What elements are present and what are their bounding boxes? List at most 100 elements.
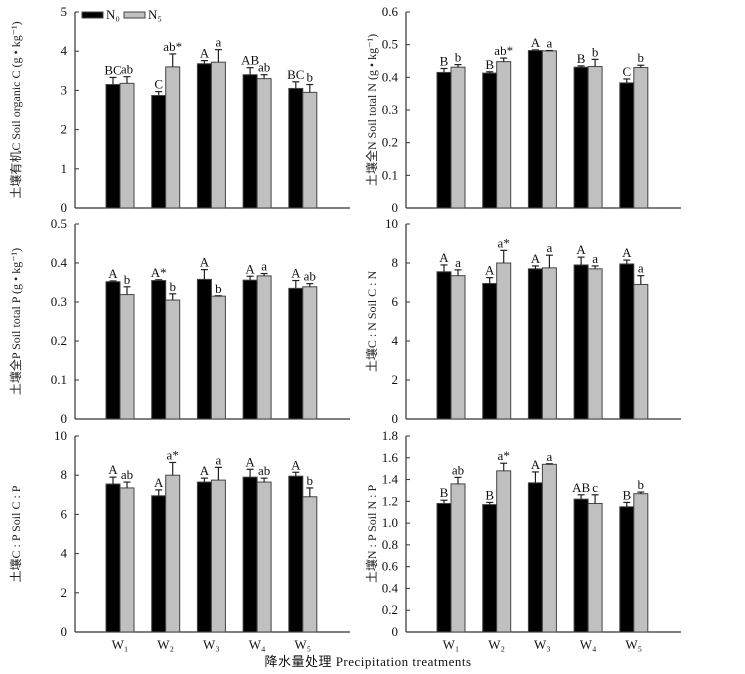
- bar-n0: [619, 263, 635, 420]
- y-tick-label: 0.1: [382, 167, 398, 182]
- significance-label: B: [577, 51, 586, 66]
- y-tick-label: 0: [61, 624, 68, 639]
- bar-n5: [210, 479, 226, 633]
- bar-n5: [541, 50, 557, 209]
- y-axis-label: 土壤C : P Soil C : P: [8, 485, 23, 582]
- y-tick-label: 1: [61, 161, 68, 176]
- y-tick-label: 0.6: [382, 4, 399, 19]
- y-tick-label: 4: [392, 333, 399, 348]
- significance-label: B: [485, 487, 494, 502]
- bar-n5: [165, 474, 181, 633]
- bar-n0: [105, 483, 121, 633]
- y-tick-label: 0.5: [382, 37, 398, 52]
- significance-label: a*: [167, 447, 179, 462]
- x-tick-label: W₅: [294, 637, 311, 652]
- bar-n5: [633, 493, 649, 633]
- y-tick-label: 0: [392, 624, 399, 639]
- bar-n0: [288, 87, 304, 209]
- bar-n5: [496, 262, 512, 420]
- significance-label: ab*: [163, 39, 182, 54]
- y-tick-label: 0.4: [51, 255, 68, 270]
- y-tick-label: 0.5: [51, 216, 67, 231]
- bar-n5: [302, 496, 318, 633]
- y-tick-label: 0.6: [382, 559, 399, 574]
- y-tick-label: 0.8: [382, 537, 398, 552]
- significance-label: b: [638, 50, 645, 65]
- y-axis-label: 土壤有机C Soil organic C (g • kg⁻¹): [8, 21, 23, 198]
- bar-n0: [573, 498, 589, 633]
- y-tick-label: 5: [61, 4, 68, 19]
- y-axis-label: 土壤全N Soil total N (g • kg⁻¹): [364, 34, 379, 186]
- bar-n5: [496, 470, 512, 633]
- y-tick-label: 0.2: [51, 333, 67, 348]
- significance-label: A: [576, 242, 586, 257]
- y-tick-label: 0: [392, 411, 399, 426]
- x-tick-label: W₂: [157, 637, 174, 652]
- bar-n5: [165, 66, 181, 209]
- significance-label: AB: [572, 480, 590, 495]
- bar-n0: [196, 63, 212, 209]
- y-axis-label: 土壤全P Soil total P (g • kg⁻¹): [8, 248, 23, 395]
- significance-label: b: [124, 272, 131, 287]
- significance-label: A: [439, 250, 449, 265]
- bar-n5: [256, 481, 272, 633]
- bar-n0: [527, 50, 543, 209]
- bar-n0: [151, 280, 167, 420]
- bar-n0: [573, 66, 589, 209]
- bar-n5: [450, 66, 466, 209]
- significance-label: A: [531, 35, 541, 50]
- x-tick-label: W₁: [443, 637, 460, 652]
- bar-n5: [633, 67, 649, 209]
- y-tick-label: 0.4: [382, 580, 399, 595]
- significance-label: a: [261, 259, 267, 274]
- bar-n5: [541, 267, 557, 420]
- bar-n0: [288, 475, 304, 633]
- significance-label: A: [108, 462, 118, 477]
- bar-n0: [151, 495, 167, 633]
- significance-label: b: [307, 473, 314, 488]
- significance-label: ab: [121, 62, 133, 77]
- x-tick-label: W₃: [203, 637, 220, 652]
- significance-label: ab: [121, 467, 133, 482]
- x-tick-label: W₁: [112, 637, 129, 652]
- y-tick-label: 10: [54, 428, 67, 443]
- significance-label: b: [215, 281, 222, 296]
- significance-label: C: [154, 77, 163, 92]
- bar-n0: [619, 506, 635, 633]
- x-axis-title: 降水量处理 Precipitation treatments: [264, 654, 471, 669]
- legend-swatch: [81, 11, 104, 19]
- significance-label: A: [531, 251, 541, 266]
- significance-label: B: [440, 485, 449, 500]
- bar-n5: [496, 61, 512, 209]
- bar-n0: [482, 282, 498, 420]
- legend-label: N₀: [106, 7, 120, 22]
- y-tick-label: 2: [61, 122, 68, 137]
- bar-n5: [587, 66, 603, 209]
- bar-n0: [482, 72, 498, 209]
- significance-label: C: [622, 64, 631, 79]
- y-tick-label: 6: [61, 506, 68, 521]
- significance-label: b: [169, 279, 176, 294]
- significance-label: B: [440, 54, 449, 69]
- bar-n5: [165, 299, 181, 420]
- bar-n0: [619, 82, 635, 209]
- significance-label: A: [200, 255, 210, 270]
- significance-label: BC: [104, 62, 121, 77]
- y-tick-label: 3: [61, 82, 68, 97]
- significance-label: b: [592, 44, 599, 59]
- y-tick-label: 0.4: [382, 69, 399, 84]
- significance-label: a: [547, 449, 553, 464]
- bar-n5: [302, 91, 318, 209]
- significance-label: a: [592, 251, 598, 266]
- significance-label: B: [622, 487, 631, 502]
- legend-label: N₅: [148, 7, 162, 22]
- y-tick-label: 0.2: [382, 135, 398, 150]
- legend: N₀ N₅: [81, 7, 162, 22]
- y-tick-label: 1.2: [382, 493, 398, 508]
- significance-label: A: [622, 245, 632, 260]
- y-tick-label: 1.4: [382, 472, 399, 487]
- significance-label: B: [485, 57, 494, 72]
- bar-n0: [242, 279, 258, 420]
